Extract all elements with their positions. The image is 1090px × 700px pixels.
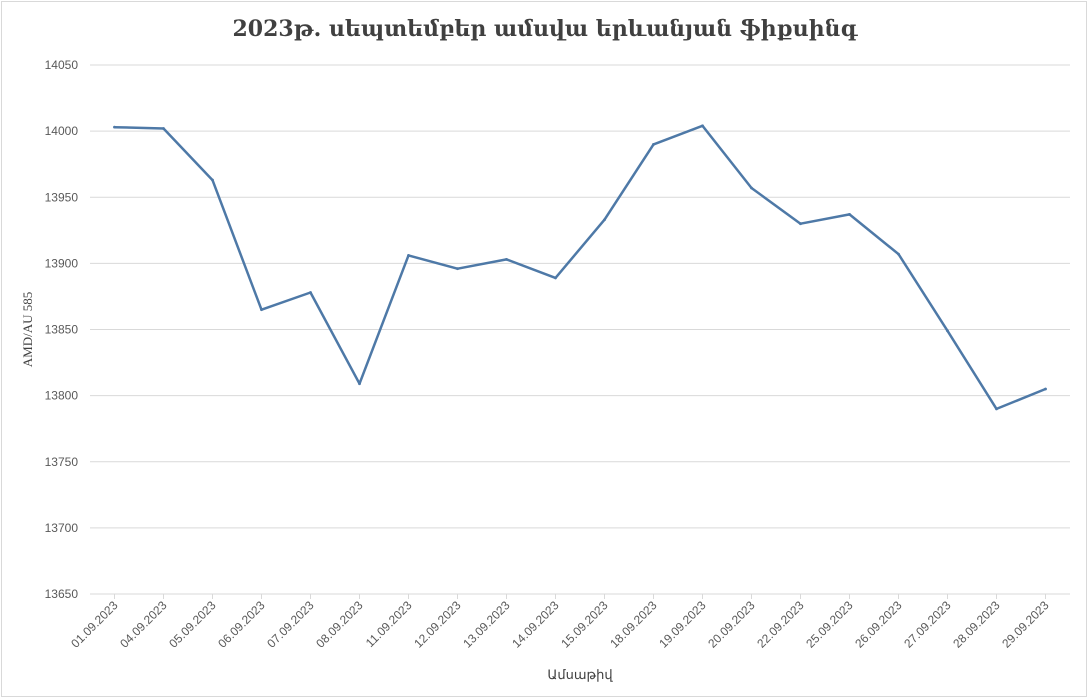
y-tick-label: 13950: [45, 190, 79, 204]
x-tick-label: 25.09.2023: [803, 598, 856, 651]
x-tick-label: 18.09.2023: [607, 598, 660, 651]
x-tick-label: 04.09.2023: [117, 598, 170, 651]
y-axis-ticks: 13650 13700 13750 13800 13850 13900 13950 14000…: [45, 58, 79, 601]
x-axis-ticks: 01.09.202304.09.202305.09.202306.09.2023…: [68, 594, 1052, 651]
y-tick-label: 13800: [45, 389, 79, 403]
data-point: [995, 407, 998, 411]
y-tick-label: 14050: [45, 58, 79, 72]
y-tick-label: 13750: [45, 455, 79, 469]
data-point: [211, 178, 214, 182]
x-tick-label: 19.09.2023: [656, 598, 709, 651]
x-tick-label: 27.09.2023: [901, 598, 954, 651]
x-tick-label: 28.09.2023: [950, 598, 1003, 651]
data-point: [897, 252, 900, 256]
x-tick-label: 20.09.2023: [705, 598, 758, 651]
data-point: [407, 254, 410, 257]
x-tick-label: 08.09.2023: [313, 598, 366, 651]
x-tick-label: 26.09.2023: [852, 598, 905, 651]
x-tick-label: 14.09.2023: [509, 598, 562, 651]
data-point: [603, 218, 606, 222]
y-axis-title: AMD/AU 585: [20, 292, 35, 367]
y-tick-label: 13700: [45, 521, 79, 535]
chart-title: 2023թ. սեպտեմբեր ամսվա երևանյան ֆիքսինգ: [232, 16, 858, 42]
data-point: [946, 329, 949, 333]
x-tick-label: 06.09.2023: [215, 598, 268, 651]
data-point: [505, 258, 508, 261]
x-tick-label: 05.09.2023: [166, 598, 219, 651]
data-point: [1044, 387, 1047, 391]
data-point: [309, 291, 312, 294]
data-point: [554, 276, 557, 280]
series-line: [113, 124, 1047, 411]
data-point: [113, 125, 116, 129]
y-tick-label: 14000: [45, 124, 79, 138]
data-point: [162, 127, 165, 130]
data-point: [358, 382, 361, 386]
x-tick-label: 29.09.2023: [999, 598, 1052, 651]
data-point: [750, 186, 753, 190]
data-point: [848, 213, 851, 216]
x-tick-label: 22.09.2023: [754, 598, 807, 651]
y-tick-label: 13900: [45, 256, 79, 270]
series-polyline: [113, 124, 1047, 411]
data-point: [260, 308, 263, 312]
gridlines: [90, 64, 1070, 595]
y-tick-label: 13850: [45, 323, 79, 337]
x-tick-label: 15.09.2023: [558, 598, 611, 651]
data-point: [652, 142, 655, 146]
x-tick-label: 13.09.2023: [460, 598, 513, 651]
data-point: [701, 124, 704, 128]
x-tick-label: 11.09.2023: [363, 598, 415, 650]
x-tick-label: 01.09.2023: [68, 598, 121, 651]
x-tick-label: 07.09.2023: [264, 598, 317, 651]
y-tick-label: 13650: [45, 587, 79, 601]
data-point: [799, 222, 802, 226]
x-tick-label: 12.09.2023: [411, 598, 464, 651]
data-point: [456, 267, 459, 271]
x-axis-title: Ամսաթիվ: [547, 667, 613, 682]
